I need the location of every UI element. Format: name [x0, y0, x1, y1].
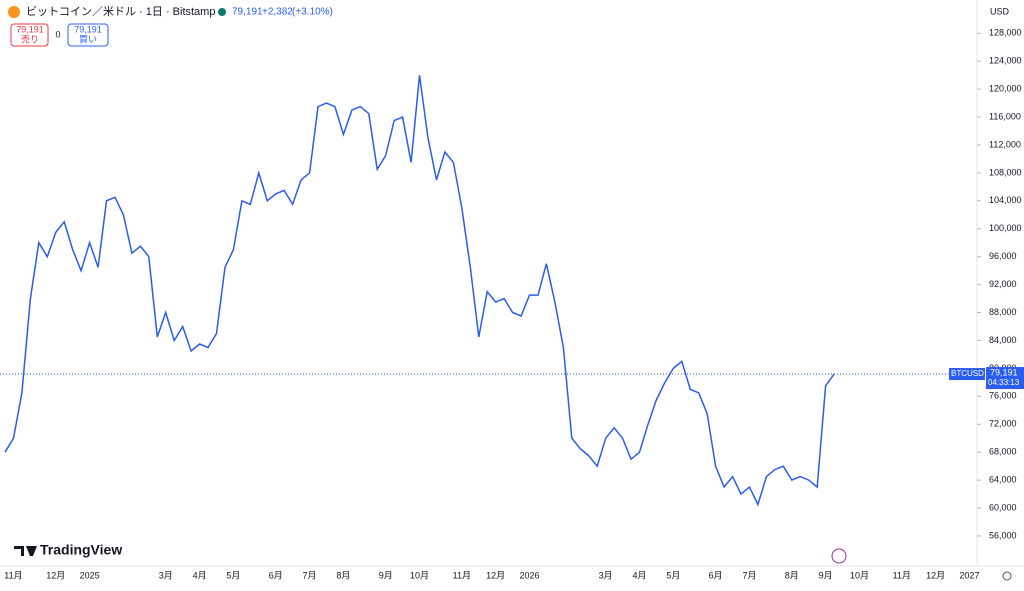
- x-tick-label: 12月: [46, 570, 65, 580]
- buy-label[interactable]: 買い: [79, 34, 97, 44]
- x-tick-label: 11月: [453, 570, 471, 580]
- x-tick-label: 4月: [193, 570, 207, 580]
- x-tick-label: 2027: [959, 570, 979, 580]
- x-tick-label: 7月: [742, 570, 756, 580]
- currency[interactable]: USD: [990, 6, 1010, 16]
- x-tick-label: 3月: [159, 570, 173, 580]
- buy-button[interactable]: [67, 23, 109, 47]
- settings-icon[interactable]: [1002, 571, 1012, 581]
- price-tag-label: 79,191: [990, 367, 1018, 377]
- x-tick-label: 10月: [410, 570, 429, 580]
- x-tick-label: 6月: [269, 570, 283, 580]
- buy-price[interactable]: 79,191: [74, 24, 102, 34]
- y-tick-label: 72,000: [989, 419, 1017, 429]
- x-tick-label: 3月: [599, 570, 613, 580]
- x-tick-label: 11月: [893, 570, 911, 580]
- x-tick-label: 12月: [926, 570, 945, 580]
- status-dot: [218, 8, 226, 16]
- y-tick-label: 76,000: [989, 391, 1017, 401]
- x-tick-label: 9月: [379, 570, 393, 580]
- y-tick-label: 100,000: [989, 223, 1022, 233]
- x-tick-label: 6月: [709, 570, 723, 580]
- y-tick-label: 104,000: [989, 195, 1022, 205]
- y-tick-label: 128,000: [989, 28, 1022, 38]
- y-tick-label: 88,000: [989, 307, 1017, 317]
- symbol-tag: [949, 368, 985, 381]
- price-line: [4, 75, 835, 507]
- x-tick-label: 8月: [336, 570, 350, 580]
- brand: TradingView: [40, 542, 122, 558]
- y-tick-label: 124,000: [989, 56, 1022, 66]
- y-tick-label: 96,000: [989, 251, 1017, 261]
- price-tag: [986, 367, 1024, 390]
- y-tick-label: 112,000: [989, 139, 1021, 149]
- chart-title: ビットコイン／米ドル · 1日 · Bitstamp: [26, 5, 215, 18]
- y-tick-label: 108,000: [989, 167, 1022, 177]
- y-tick-label: 116,000: [989, 111, 1021, 121]
- spread: 0: [55, 29, 60, 39]
- price: 79,191: [232, 7, 263, 18]
- y-tick-label: 68,000: [989, 447, 1017, 457]
- countdown: 04:33:13: [988, 378, 1020, 387]
- x-tick-label: 5月: [666, 570, 680, 580]
- x-tick-label: 4月: [632, 570, 646, 580]
- x-tick-label: 8月: [785, 570, 799, 580]
- y-tick-label: 56,000: [989, 530, 1017, 540]
- y-tick-label: 120,000: [989, 83, 1022, 93]
- change-pct: (+3.10%): [292, 7, 333, 18]
- x-tick-label: 11月: [4, 570, 22, 580]
- sell-label[interactable]: 売り: [21, 33, 39, 44]
- x-tick-label: 10月: [850, 570, 869, 580]
- coin-icon: [8, 6, 20, 18]
- sell-price[interactable]: 79,191: [16, 24, 44, 34]
- sell-button[interactable]: [10, 23, 49, 47]
- symbol-tag-label: BTCUSD: [951, 369, 984, 378]
- y-tick-label: 92,000: [989, 279, 1017, 289]
- brand-logo: [14, 546, 37, 556]
- event-icon[interactable]: [831, 548, 847, 564]
- y-tick-label: 84,000: [989, 335, 1017, 345]
- x-tick-label: 12月: [486, 570, 505, 580]
- x-tick-label: 7月: [303, 570, 317, 580]
- x-tick-label: 2026: [520, 570, 540, 580]
- x-tick-label: 2025: [80, 570, 100, 580]
- x-tick-label: 9月: [819, 570, 833, 580]
- y-tick-label: 64,000: [989, 474, 1017, 484]
- x-tick-label: 5月: [226, 570, 240, 580]
- y-tick-label: 60,000: [989, 502, 1017, 512]
- change: +2,382: [262, 7, 293, 18]
